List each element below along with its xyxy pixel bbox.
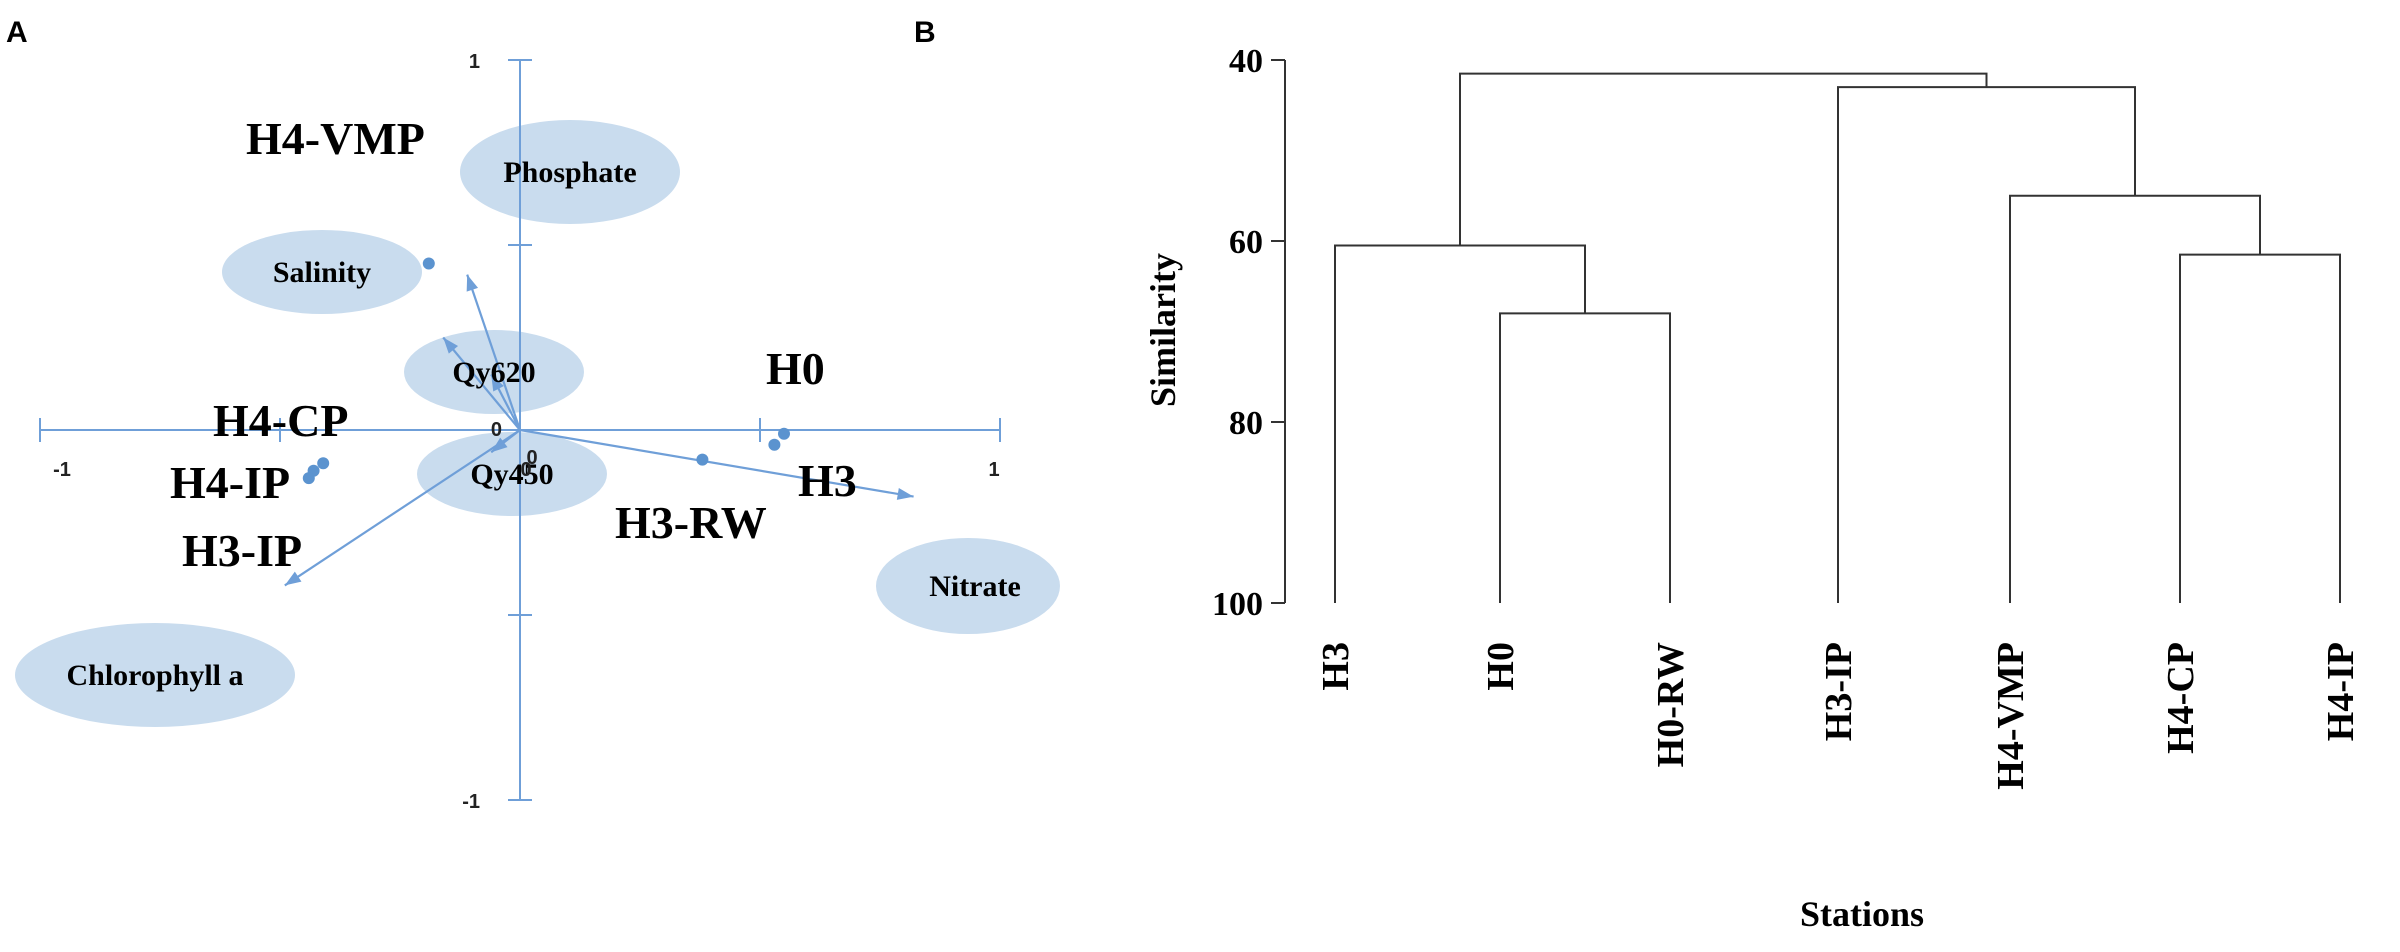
dendrogram-leaf-h0-rw: H0-RW (1650, 642, 1692, 767)
pca-ellipse-chlorophyll-a (15, 623, 295, 727)
pca-arrow-phosphate (466, 274, 522, 431)
dendrogram-leaf-h3-ip: H3-IP (1818, 642, 1860, 741)
pca-point-h4-vmp (422, 257, 435, 270)
panel-letter-a: A (6, 16, 28, 49)
dendrogram-link-1 (1499, 312, 1671, 603)
pca-station-points (302, 257, 790, 485)
dendrogram-leaf-h4-vmp: H4-VMP (1990, 642, 2032, 790)
pca-point-h3 (768, 438, 781, 451)
pca-arrowhead-qy620 (491, 374, 504, 392)
pca-loading-arrows (284, 274, 914, 587)
panel-letter-b: B (914, 16, 936, 49)
pca-station-label-h3-ip: H3-IP (182, 525, 302, 576)
pca-station-label-h0: H0 (766, 343, 825, 394)
dendrogram-links (1334, 72, 2341, 603)
pca-x-tick-label: -1 (53, 459, 71, 481)
pca-variable-label-qy620: Qy620 (452, 356, 535, 389)
pca-y-tick-label: 1 (469, 51, 480, 73)
pca-variable-label-chlorophyll-a: Chlorophyll a (67, 659, 244, 692)
pca-tick-labels: -1 0 11-100 (53, 51, 999, 813)
dendrogram-y-tick-label: 100 (1212, 586, 1263, 623)
dendrogram-link-2 (2179, 253, 2341, 603)
pca-variable-label-salinity: Salinity (273, 256, 371, 289)
pca-arrowhead-phosphate (466, 274, 479, 292)
pca-arrow-nitrate (519, 428, 914, 498)
pca-point-h4-cp (317, 457, 330, 470)
pca-ellipse-phosphate (460, 120, 680, 224)
dendrogram-y-axis-label: Similarity (1143, 253, 1183, 407)
pca-x-tick-label: 0 (520, 459, 531, 481)
dendrogram-y-tick-label: 60 (1229, 224, 1263, 261)
pca-x-tick-label: 1 (988, 459, 999, 481)
pca-variable-label-nitrate: Nitrate (929, 570, 1021, 603)
dendrogram-leaf-h0: H0 (1480, 642, 1522, 691)
pca-arrowhead-chlorophyll-a (284, 571, 302, 586)
pca-arrowhead-salinity (443, 337, 459, 354)
pca-arrow-chlorophyll-a (284, 429, 521, 587)
dendrogram-leaf-h4-cp: H4-CP (2160, 642, 2202, 754)
pca-biplot: Phosphate Salinity Qy620 Qy450 Nitrate Chloro… (15, 51, 1060, 813)
pca-labels: Phosphate Salinity Qy620 Qy450 Nitrate Chloro… (67, 113, 1021, 692)
dendrogram-y-tick-label: 40 (1229, 43, 1263, 80)
pca-station-label-h4-cp: H4-CP (213, 395, 348, 446)
pca-origin-label: 0 (526, 447, 537, 469)
dendrogram-link-4 (1334, 244, 1586, 603)
pca-arrowhead-nitrate (896, 488, 914, 500)
dendrogram-x-axis-label: Stations (1800, 894, 1924, 934)
pca-variable-label-qy450: Qy450 (470, 458, 553, 491)
dendrogram-y-ticks: 40 60 80 100 (1212, 43, 1285, 623)
pca-station-label-h3: H3 (798, 455, 857, 506)
pca-point-h0 (778, 427, 790, 440)
pca-ellipse-salinity (222, 230, 422, 314)
pca-ticks (39, 59, 1001, 801)
pca-station-label-h3-rw: H3-RW (615, 497, 767, 548)
pca-ellipse-qy450 (417, 432, 607, 516)
dendrogram-link-5 (1837, 86, 2136, 603)
pca-point-h3-rw (696, 453, 709, 466)
pca-origin-label: 0 (491, 419, 502, 441)
pca-arrow-salinity (442, 336, 521, 431)
pca-station-label-h4-vmp: H4-VMP (246, 113, 425, 164)
dendrogram-leaf-h3: H3 (1315, 642, 1357, 691)
dendrogram: 40 60 80 100 H3 H0 H0-RW H3-IP H4-VMP H4-CP H4-IP… (1143, 43, 2362, 934)
pca-variable-label-phosphate: Phosphate (503, 156, 636, 189)
pca-y-tick-label: -1 (462, 791, 480, 813)
pca-variable-ellipses (15, 120, 1060, 727)
dendrogram-link-6 (1459, 72, 1988, 246)
dendrogram-leaf-labels: H3 H0 H0-RW H3-IP H4-VMP H4-CP H4-IP (1315, 642, 2362, 790)
dendrogram-link-3 (2009, 194, 2261, 603)
pca-ellipse-nitrate (876, 538, 1060, 634)
dendrogram-leaf-h4-ip: H4-IP (2320, 642, 2362, 741)
pca-point-h3-ip (302, 472, 315, 485)
dendrogram-y-tick-label: 80 (1229, 405, 1263, 442)
pca-station-label-h4-ip: H4-IP (170, 457, 290, 508)
